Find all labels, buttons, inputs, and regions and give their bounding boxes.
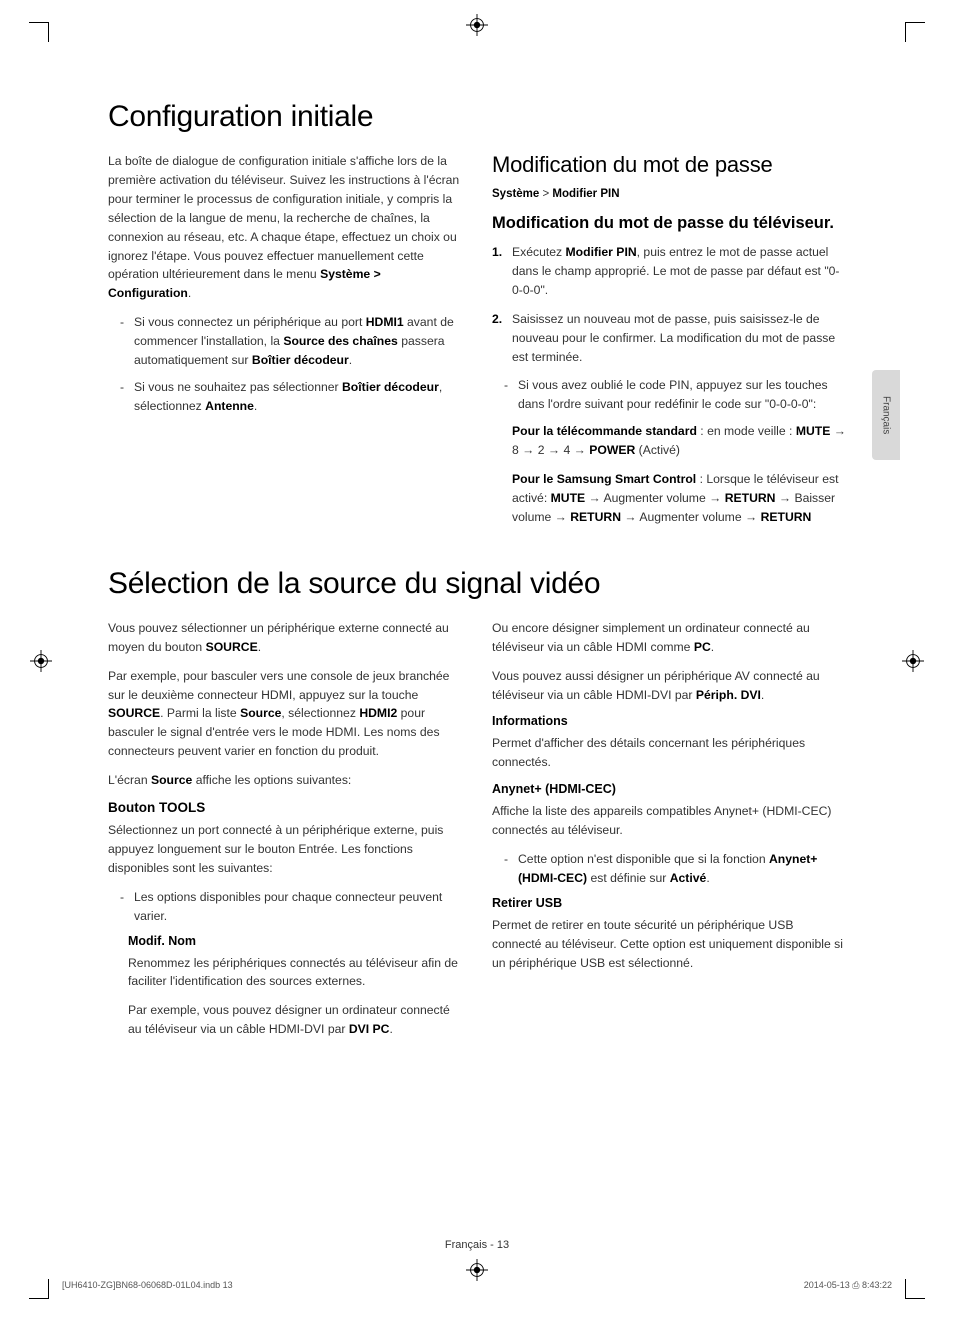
list-item: Si vous avez oublié le code PIN, appuyez… xyxy=(504,376,846,414)
section2-right-column: Ou encore désigner simplement un ordinat… xyxy=(492,619,846,1049)
body-paragraph: Ou encore désigner simplement un ordinat… xyxy=(492,619,846,657)
section1-right-column: Modification du mot de passe Système > M… xyxy=(492,152,846,537)
step-item: Exécutez Modifier PIN, puis entrez le mo… xyxy=(492,243,846,300)
crop-mark xyxy=(48,22,68,42)
body-paragraph: Vous pouvez aussi désigner un périphériq… xyxy=(492,667,846,705)
breadcrumb: Système > Modifier PIN xyxy=(492,188,846,200)
password-heading: Modification du mot de passe xyxy=(492,152,846,178)
side-tab-label: Français xyxy=(881,396,892,434)
page-number: Français - 13 xyxy=(445,1239,509,1251)
registration-mark-icon xyxy=(30,650,52,672)
body-paragraph: Renommez les périphériques connectés au … xyxy=(128,954,462,992)
footer-timestamp: 2014-05-13 ⎙ 8:43:22 xyxy=(804,1280,892,1291)
section1-left-column: La boîte de dialogue de configuration in… xyxy=(108,152,462,537)
intro-paragraph: La boîte de dialogue de configuration in… xyxy=(108,152,462,303)
modif-nom-heading: Modif. Nom xyxy=(128,934,462,948)
body-paragraph: Permet de retirer en toute sécurité un p… xyxy=(492,916,846,973)
page-content: Configuration initiale La boîte de dialo… xyxy=(108,100,846,1049)
anynet-heading: Anynet+ (HDMI-CEC) xyxy=(492,782,846,796)
tools-heading: Bouton TOOLS xyxy=(108,800,462,815)
section2-title: Sélection de la source du signal vidéo xyxy=(108,567,846,601)
list-item: Si vous ne souhaitez pas sélectionner Bo… xyxy=(120,378,462,416)
body-paragraph: Affiche la liste des appareils compatibl… xyxy=(492,802,846,840)
body-paragraph: Sélectionnez un port connecté à un périp… xyxy=(108,821,462,878)
list-item: Cette option n'est disponible que si la … xyxy=(504,850,846,888)
list-item: Les options disponibles pour chaque conn… xyxy=(120,888,462,926)
remote-instruction: Pour la télécommande standard : en mode … xyxy=(492,422,846,460)
body-paragraph: Vous pouvez sélectionner un périphérique… xyxy=(108,619,462,657)
retirer-usb-heading: Retirer USB xyxy=(492,896,846,910)
footer-metadata: [UH6410-ZG]BN68-06068D-01L04.indb 13 201… xyxy=(62,1280,892,1291)
registration-mark-icon xyxy=(466,1259,488,1281)
password-subheading: Modification du mot de passe du télévise… xyxy=(492,214,846,233)
footer-filename: [UH6410-ZG]BN68-06068D-01L04.indb 13 xyxy=(62,1280,233,1291)
crop-mark xyxy=(886,22,906,42)
section2-left-column: Vous pouvez sélectionner un périphérique… xyxy=(108,619,462,1049)
informations-heading: Informations xyxy=(492,714,846,728)
remote-instruction: Pour le Samsung Smart Control : Lorsque … xyxy=(492,470,846,527)
body-paragraph: Par exemple, vous pouvez désigner un ord… xyxy=(128,1001,462,1039)
body-paragraph: Permet d'afficher des détails concernant… xyxy=(492,734,846,772)
step-item: Saisissez un nouveau mot de passe, puis … xyxy=(492,310,846,367)
registration-mark-icon xyxy=(466,14,488,36)
registration-mark-icon xyxy=(902,650,924,672)
section1-title: Configuration initiale xyxy=(108,100,846,134)
language-side-tab: Français xyxy=(872,370,900,460)
list-item: Si vous connectez un périphérique au por… xyxy=(120,313,462,370)
body-paragraph: L'écran Source affiche les options suiva… xyxy=(108,771,462,790)
body-paragraph: Par exemple, pour basculer vers une cons… xyxy=(108,667,462,762)
